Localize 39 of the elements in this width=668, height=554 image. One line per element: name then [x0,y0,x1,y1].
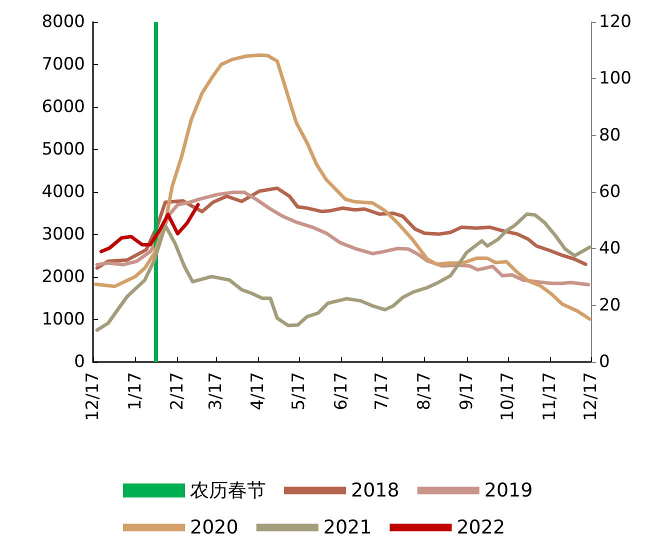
y2-tick-label: 100 [599,68,632,89]
legend-label: 2019 [484,480,533,502]
line-series [99,203,200,254]
y-tick-label: 6000 [42,97,85,117]
x-tick-label: 5/17 [289,372,310,410]
y-tick-label: 3000 [42,224,85,244]
legend-label: 2022 [456,516,506,538]
line-series [94,53,592,321]
y2-tick-label: 40 [599,238,621,259]
y-tick-label: 1000 [42,310,85,330]
x-tick-label: 12/17 [83,372,103,421]
x-tick-label: 8/17 [414,372,435,410]
line-series [95,186,588,270]
x-tick-label: 12/17 [581,372,601,421]
legend-label: 2020 [190,516,238,538]
y-tick-label: 5000 [42,140,85,160]
y2-tick-label: 0 [599,352,610,372]
x-tick-label: 1/17 [125,372,146,410]
y2-tick-label: 60 [599,182,621,202]
y-tick-label: 4000 [42,182,85,202]
x-tick-label: 6/17 [331,372,352,410]
x-tick-label: 3/17 [206,372,226,410]
y2-tick-label: 80 [599,125,621,146]
x-tick-label: 10/17 [498,372,518,421]
y-tick-label: 2000 [42,267,85,287]
legend-label: 农历春节 [190,480,266,502]
legend-label: 2021 [323,516,372,538]
legend-label: 2018 [351,480,400,502]
y2-tick-label: 120 [599,12,632,32]
line-series [95,212,592,332]
x-tick-label: 2/17 [168,372,188,410]
y-tick-label: 8000 [42,12,85,32]
y-tick-label: 0 [74,352,85,372]
y2-tick-label: 20 [599,295,621,316]
x-tick-label: 11/17 [540,372,560,421]
x-tick-label: 9/17 [456,372,477,410]
y-tick-label: 7000 [42,54,85,74]
x-tick-label: 7/17 [372,372,392,410]
x-tick-label: 4/17 [248,372,268,410]
